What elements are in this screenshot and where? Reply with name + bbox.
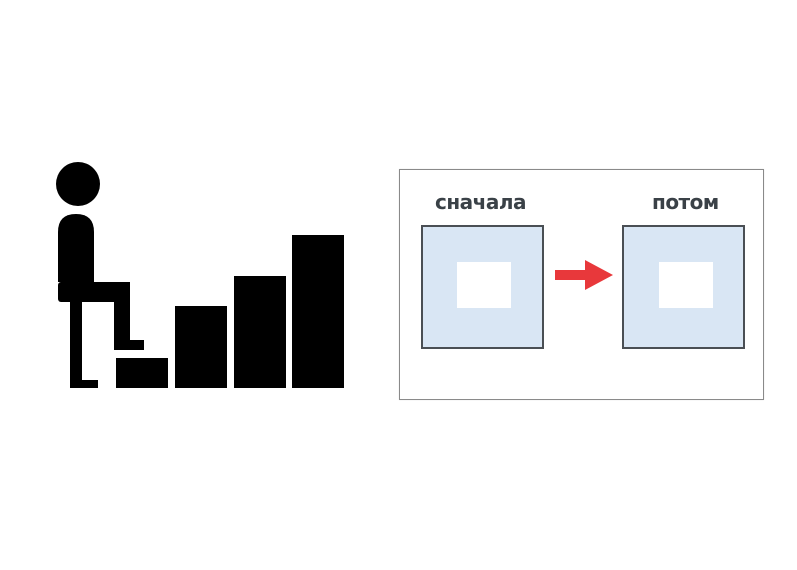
inner-square-first (457, 262, 511, 308)
frame-first (421, 225, 544, 349)
person-climbing-stairs-icon (56, 162, 344, 388)
person-front-shin (114, 282, 130, 342)
person-front-foot (114, 340, 144, 350)
person-torso (58, 214, 94, 282)
stair-step-2 (175, 306, 227, 388)
person-head (56, 162, 100, 206)
stair-step-1 (116, 358, 168, 388)
label-then: потом (652, 190, 719, 214)
label-first: сначала (435, 190, 527, 214)
stair-step-3 (234, 276, 286, 388)
right-arrow-icon (555, 260, 613, 290)
person-back-leg (70, 300, 82, 380)
person-thigh (58, 282, 130, 302)
person-back-foot (70, 380, 98, 388)
inner-square-then (659, 262, 713, 308)
before-after-panel: сначала потом (399, 169, 764, 400)
frame-then (622, 225, 745, 349)
stair-step-4 (292, 235, 344, 388)
